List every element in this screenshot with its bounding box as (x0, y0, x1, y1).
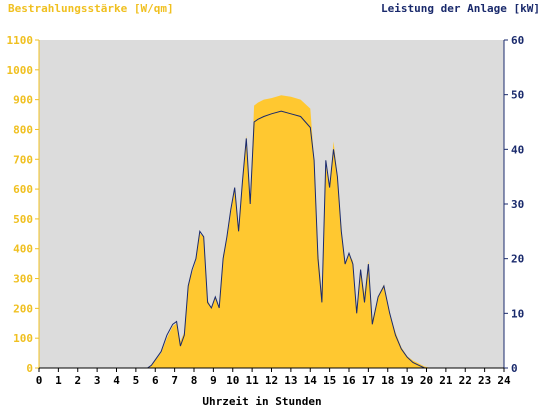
right-axis-title: Leistung der Anlage [kW] (381, 2, 540, 15)
right-tick-label: 40 (511, 143, 524, 156)
right-tick-label: 20 (511, 253, 524, 266)
x-tick-label: 14 (304, 374, 318, 387)
right-tick-label: 60 (511, 34, 524, 47)
x-tick-label: 22 (459, 374, 472, 387)
x-tick-label: 10 (226, 374, 239, 387)
left-tick-label: 500 (13, 213, 33, 226)
x-tick-label: 3 (94, 374, 101, 387)
x-tick-label: 20 (420, 374, 433, 387)
left-tick-label: 400 (13, 243, 33, 256)
irradiance-area (39, 95, 504, 368)
right-tick-label: 0 (511, 362, 518, 375)
x-tick-label: 16 (342, 374, 356, 387)
x-tick-label: 15 (323, 374, 336, 387)
left-tick-label: 800 (13, 123, 33, 136)
left-tick-label: 600 (13, 183, 33, 196)
left-tick-label: 300 (13, 273, 33, 286)
x-tick-label: 6 (152, 374, 159, 387)
left-tick-label: 0 (26, 362, 33, 375)
x-tick-label: 21 (439, 374, 453, 387)
x-ticks: 0 1 2 3 4 5 6 7 8 9 10 11 12 13 14 15 16 17 18 19 20 21 22 23 24 (36, 368, 511, 387)
x-tick-label: 18 (381, 374, 394, 387)
x-tick-label: 11 (246, 374, 260, 387)
x-axis-title: Uhrzeit in Stunden (202, 395, 321, 408)
right-tick-label: 30 (511, 198, 524, 211)
right-tick-label: 10 (511, 307, 524, 320)
left-axis-title: Bestrahlungsstärke [W/qm] (8, 2, 174, 15)
left-tick-label: 1000 (7, 64, 34, 77)
left-tick-label: 900 (13, 94, 33, 107)
x-tick-label: 0 (36, 374, 43, 387)
x-tick-label: 2 (74, 374, 81, 387)
power-line (39, 110, 504, 369)
x-tick-label: 1 (55, 374, 62, 387)
x-tick-label: 5 (133, 374, 140, 387)
x-tick-label: 23 (478, 374, 491, 387)
x-tick-label: 12 (265, 374, 278, 387)
x-tick-label: 24 (497, 374, 511, 387)
x-tick-label: 19 (401, 374, 414, 387)
left-tick-label: 200 (13, 302, 33, 315)
x-tick-label: 7 (171, 374, 178, 387)
left-tick-label: 1100 (7, 34, 34, 47)
x-tick-label: 17 (362, 374, 375, 387)
right-tick-label: 50 (511, 89, 524, 102)
right-ticks: 0 10 20 30 40 50 60 (504, 34, 524, 375)
left-tick-label: 700 (13, 153, 33, 166)
x-tick-label: 4 (113, 374, 120, 387)
x-tick-label: 9 (210, 374, 217, 387)
left-tick-label: 100 (13, 332, 33, 345)
x-tick-label: 13 (284, 374, 297, 387)
x-tick-label: 8 (191, 374, 198, 387)
left-ticks: 0 100 200 300 400 500 600 700 800 900 1000 1100 (7, 34, 39, 375)
